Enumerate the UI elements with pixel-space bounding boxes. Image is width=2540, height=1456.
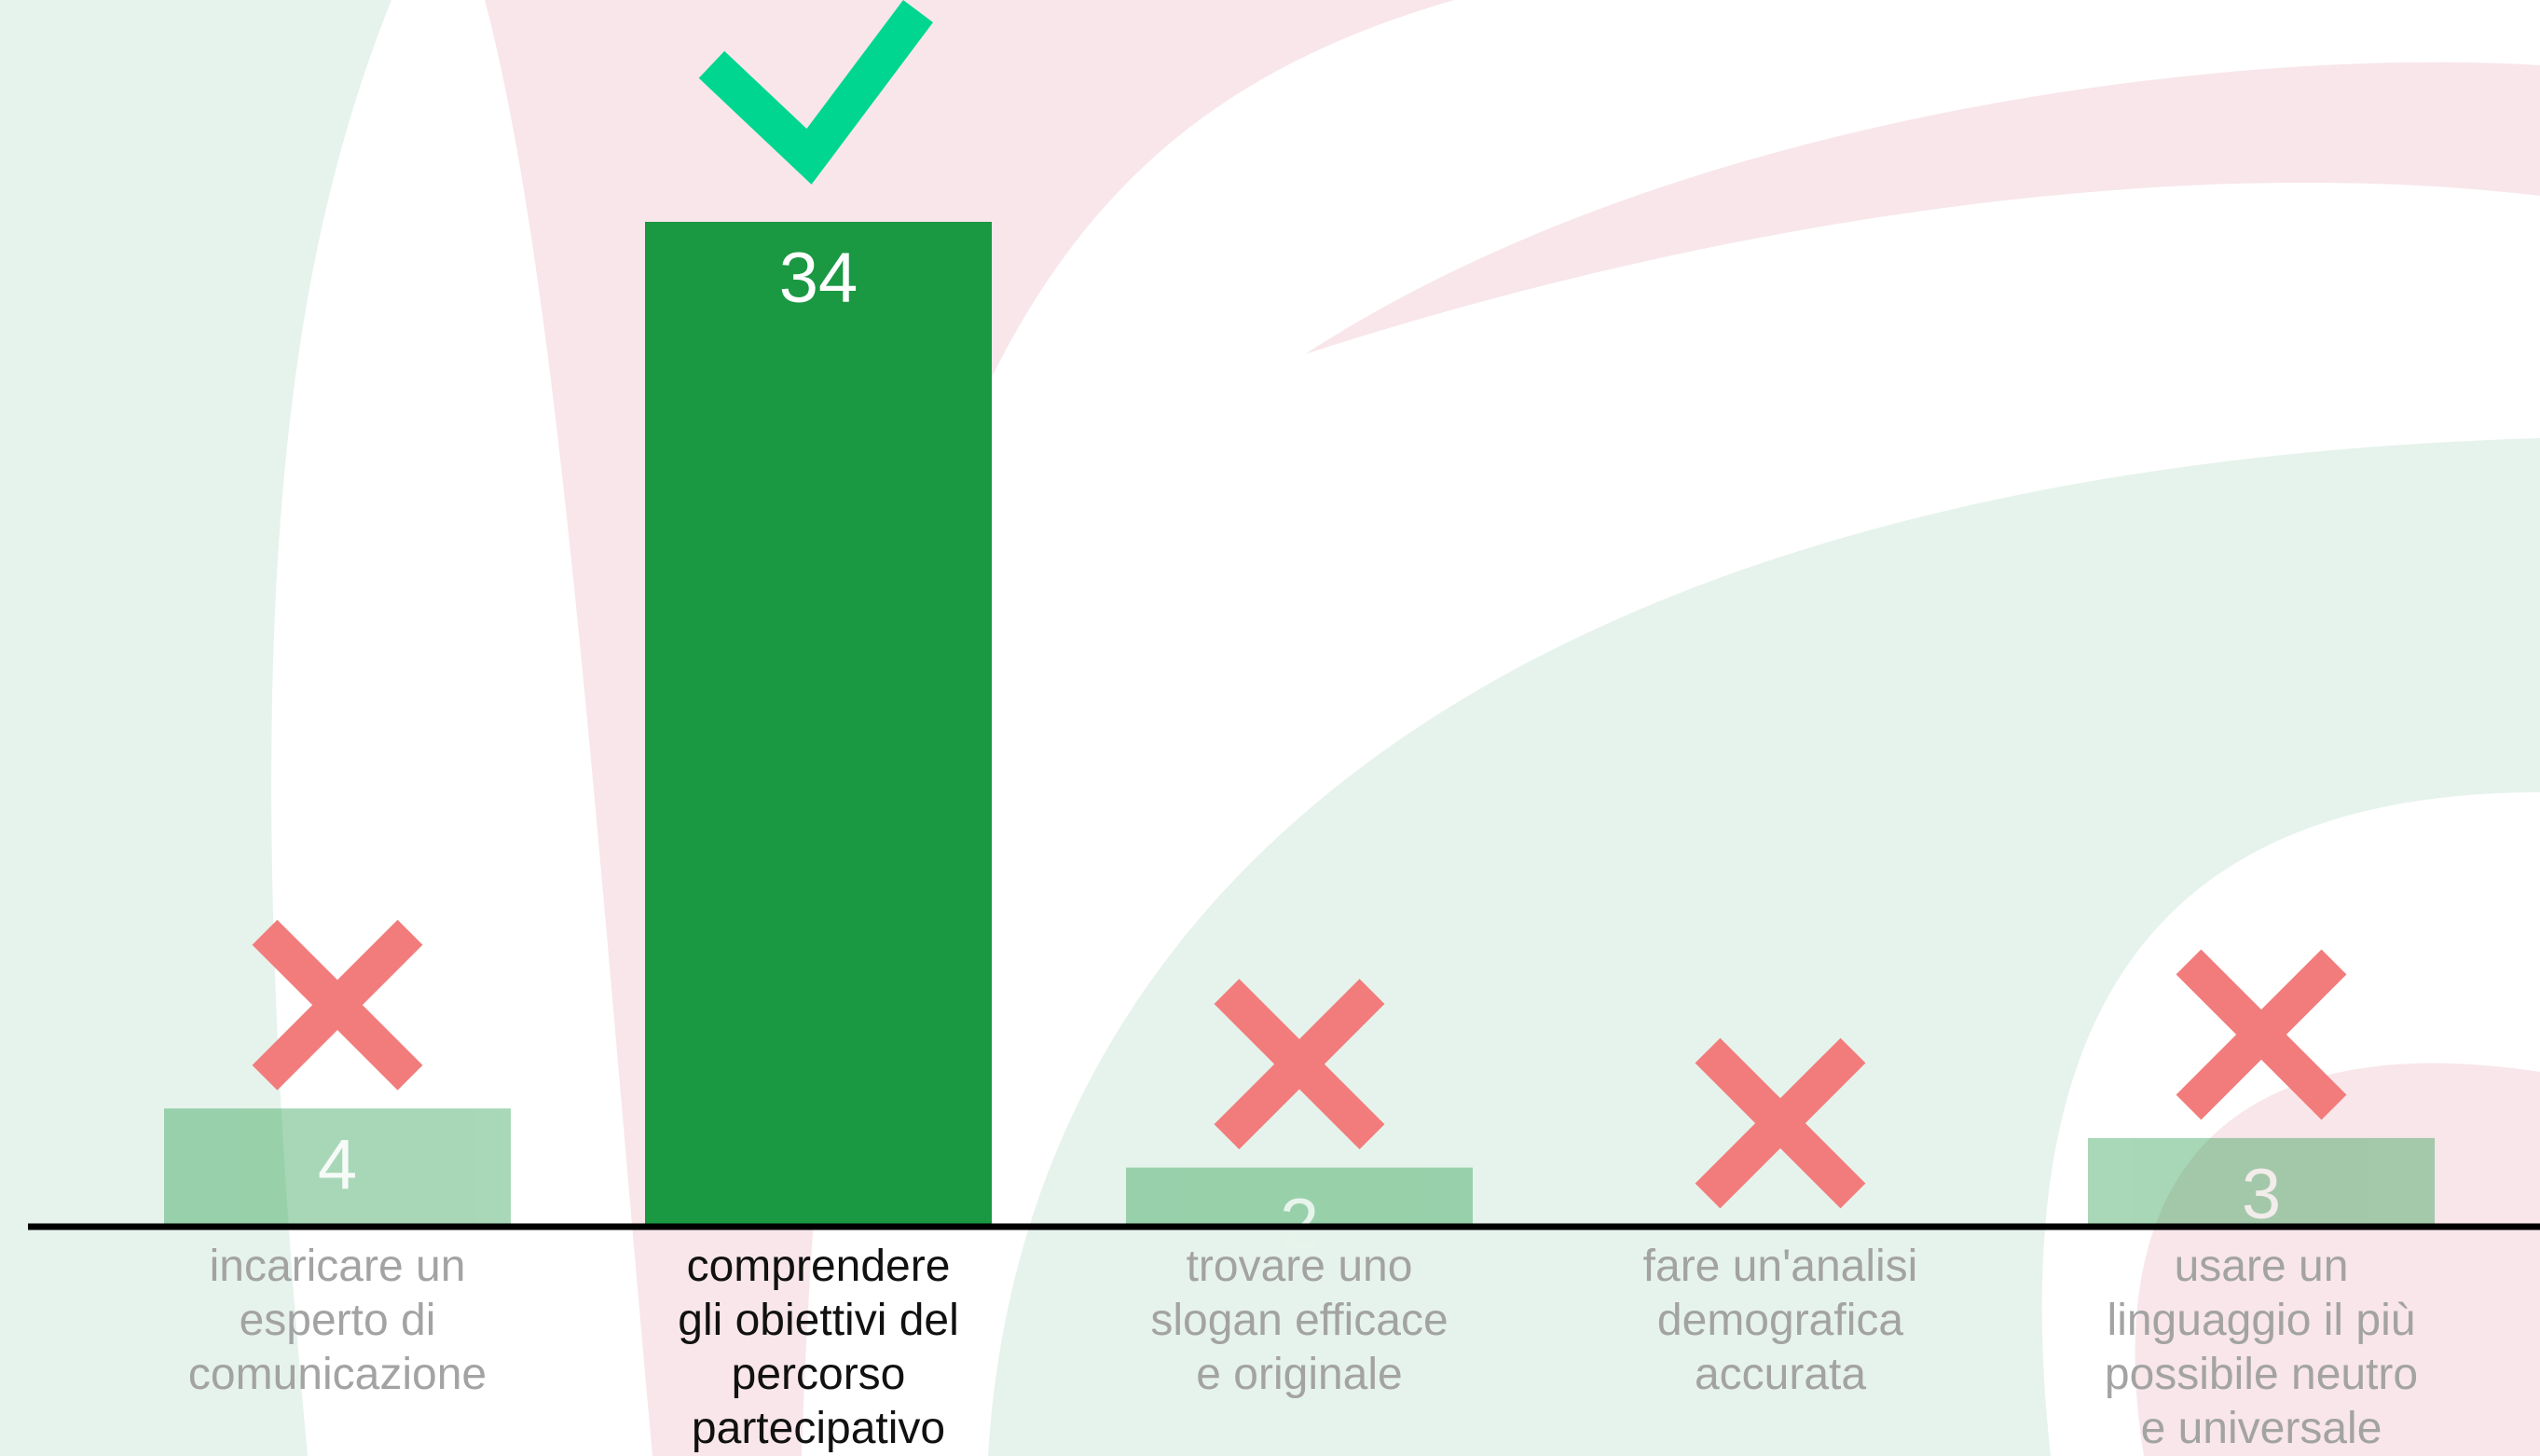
correct-check [698,0,933,185]
category-label: trovare uno slogan efficace e originale [1150,1242,1448,1399]
bar-group: 4 [164,1108,511,1227]
wrong-cross [1695,1037,1866,1209]
background-shape [0,0,391,1456]
background-shape [988,438,2540,1456]
bar-group: 34 [645,222,992,1227]
category-label: incaricare un esperto di comunicazione [187,1242,487,1399]
category-label: usare un linguaggio il più possibile neu… [2104,1242,2419,1453]
bar [645,222,992,1227]
bar [2088,1137,2435,1227]
bar [164,1108,511,1227]
category-label: comprendere gli obiettivi del percorso p… [678,1242,959,1453]
bar [1126,1167,1473,1227]
wrong-cross [252,919,423,1091]
bar-group: 3 [2088,1137,2435,1234]
wrong-cross [2176,949,2347,1120]
category-label: fare un'analisi demografica accurata [1642,1242,1918,1399]
value-label: 34 [779,239,858,318]
wrong-cross [1214,979,1385,1150]
value-label: 4 [318,1125,357,1204]
plot: 43423 [28,0,2540,1264]
background-shape [1305,62,2540,354]
value-label: 3 [2242,1155,2281,1234]
background-shape [2135,1063,2540,1456]
